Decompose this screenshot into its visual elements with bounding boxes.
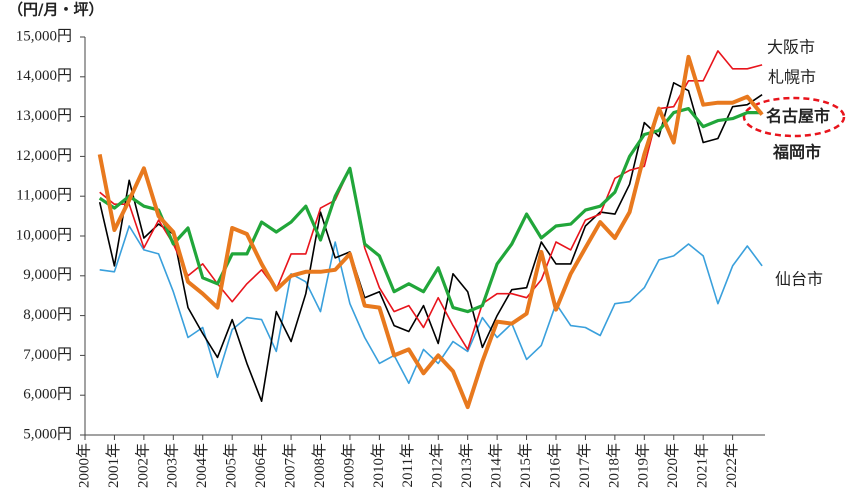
y-tick-label: 13,000円 <box>16 108 72 124</box>
x-tick-label: 2004年 <box>193 443 210 488</box>
x-tick-label: 2009年 <box>340 443 357 488</box>
series-label: 札幌市 <box>768 68 816 87</box>
x-tick-label: 2019年 <box>635 443 652 488</box>
x-tick-label: 2022年 <box>723 443 740 488</box>
y-tick-label: 5,000円 <box>23 426 72 442</box>
x-tick-label: 2020年 <box>664 443 681 488</box>
x-tick-label: 2007年 <box>281 443 298 488</box>
x-tick-label: 2000年 <box>75 443 92 488</box>
series-line <box>99 50 763 351</box>
series-line <box>98 107 763 314</box>
x-tick-label: 2006年 <box>252 443 269 488</box>
x-tick-label: 2018年 <box>605 443 622 488</box>
series-line <box>97 54 764 410</box>
highlight-ellipse <box>742 96 846 138</box>
series-label: 大阪市 <box>767 38 815 57</box>
y-tick-label: 7,000円 <box>23 347 72 363</box>
x-tick-label: 2008年 <box>311 443 328 488</box>
x-tick-label: 2015年 <box>517 443 534 488</box>
series-line <box>99 225 763 385</box>
y-tick-label: 9,000円 <box>23 267 72 283</box>
y-tick-label: 11,000円 <box>16 188 72 204</box>
y-tick-label: 8,000円 <box>23 307 72 323</box>
x-tick-label: 2021年 <box>694 443 711 488</box>
x-tick-label: 2017年 <box>576 443 593 488</box>
x-tick-label: 2010年 <box>370 443 387 488</box>
x-tick-label: 2001年 <box>105 443 122 488</box>
x-tick-label: 2016年 <box>546 443 563 488</box>
x-tick-label: 2011年 <box>399 443 416 487</box>
y-tick-label: 15,000円 <box>16 28 72 44</box>
x-tick-label: 2003年 <box>164 443 181 488</box>
x-tick-label: 2002年 <box>134 443 151 488</box>
series-label: 福岡市 <box>772 143 821 162</box>
series-label: 仙台市 <box>775 270 823 289</box>
x-tick-label: 2013年 <box>458 443 475 488</box>
x-tick-label: 2005年 <box>223 443 240 488</box>
y-tick-label: 14,000円 <box>16 68 72 84</box>
y-tick-label: 12,000円 <box>16 148 72 164</box>
y-tick-label: 6,000円 <box>23 387 72 403</box>
series-line <box>98 82 763 402</box>
y-axis-label: （円/月・坪） <box>8 1 103 19</box>
y-tick-label: 10,000円 <box>16 227 72 243</box>
series-label: 名古屋市 <box>766 107 830 126</box>
x-tick-label: 2014年 <box>488 443 505 488</box>
x-tick-label: 2012年 <box>429 443 446 488</box>
